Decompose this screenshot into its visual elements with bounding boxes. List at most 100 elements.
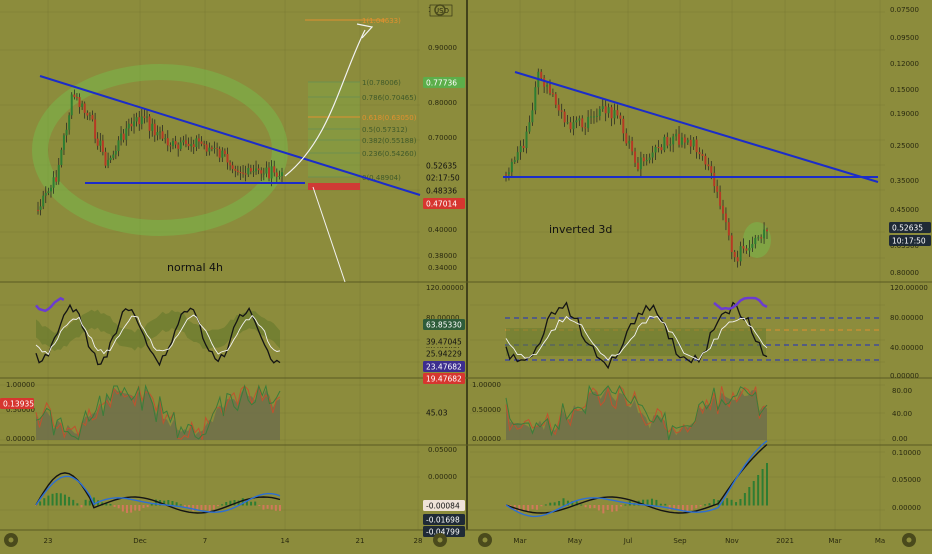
highlight-ellipse: [32, 64, 288, 236]
badge-stoch-b: 45.03: [426, 409, 448, 418]
macd-histogram-bar: [59, 493, 62, 506]
candle-body: [672, 136, 675, 145]
macd-histogram-bar: [245, 501, 248, 506]
descending-trendline-right[interactable]: [514, 71, 879, 183]
macd-histogram-bar: [167, 500, 170, 506]
macd-histogram-bar: [558, 500, 561, 506]
candle-body: [528, 122, 531, 132]
candle-body: [60, 149, 63, 165]
badge-macd-a-bg: [423, 500, 465, 511]
candle-body: [213, 147, 216, 149]
macd-histogram-bar: [584, 505, 587, 508]
candle-body: [91, 114, 94, 120]
candle-body: [689, 139, 692, 147]
stoch-k-line: [35, 384, 281, 440]
candle-body: [255, 168, 258, 172]
candle-body: [704, 155, 707, 165]
macd-histogram-bar: [655, 499, 658, 506]
candle-body: [566, 122, 569, 124]
right-price-tick: 0.19000: [890, 110, 919, 118]
macd-histogram-bar: [266, 505, 269, 509]
badge-countdown: 02:17:50: [426, 174, 460, 183]
right-axis-settings-icon[interactable]: [902, 533, 916, 547]
candle-body: [190, 144, 193, 147]
candle-body: [104, 151, 107, 166]
badge-right-countdown: 10:17:50: [892, 237, 926, 246]
candle-body: [622, 118, 625, 134]
candle-body: [179, 142, 182, 149]
right-stoch-left-tick: 1.00000: [472, 381, 501, 389]
right-stoch-left-tick: 0.00000: [472, 435, 501, 443]
left-annotation: normal 4h: [167, 261, 223, 274]
left-panel-gear-icon[interactable]: [434, 4, 446, 16]
descending-trendline[interactable]: [39, 75, 421, 196]
candle-body: [551, 93, 554, 95]
badge-support: 0.48336: [426, 187, 457, 196]
macd-histogram-bar: [761, 469, 764, 506]
candle-body: [619, 115, 622, 119]
candle-body: [675, 133, 678, 137]
left-settings-icon[interactable]: [4, 533, 18, 547]
macd-histogram-bar: [63, 494, 66, 506]
badge-right-price: 0.52635: [892, 224, 923, 233]
macd-histogram-bar: [47, 495, 50, 506]
candle-body: [710, 166, 713, 173]
macd-histogram-bar: [254, 501, 257, 506]
left-axis-settings-icon[interactable]: [433, 533, 447, 547]
badge-rsi-e: 19.47682: [426, 375, 462, 384]
candle-body: [161, 131, 164, 139]
candle-body: [101, 140, 104, 152]
right-main-pane: inverted 3d: [503, 68, 879, 268]
macd-histogram-bar: [549, 502, 552, 506]
macd-histogram-bar: [659, 503, 662, 506]
left-price-tick: 0.34000: [428, 264, 457, 272]
macd-histogram-bar: [113, 505, 116, 507]
candle-body: [727, 222, 730, 236]
left-time-tick: 14: [281, 537, 290, 545]
candle-body: [578, 118, 581, 121]
fib-label: 0.5(0.57312): [362, 126, 408, 134]
candle-body: [107, 159, 110, 166]
macd-histogram-bar: [188, 505, 191, 509]
candle-body: [592, 116, 595, 118]
candle-body: [42, 195, 45, 207]
projection-arrow-down: [312, 186, 346, 283]
candle-body: [265, 167, 268, 174]
macd-signal-line: [505, 440, 768, 518]
macd-histogram-bar: [695, 505, 698, 509]
left-candles: [37, 89, 283, 216]
macd-histogram-bar: [80, 505, 83, 508]
stoch-area: [506, 386, 767, 440]
macd-histogram-bar: [35, 505, 37, 506]
badge-rsi-d: 23.47682: [426, 363, 462, 372]
stop-zone-box: [308, 183, 360, 190]
candle-body: [548, 85, 551, 94]
right-macd-tick: 0.10000: [892, 449, 921, 457]
candle-body: [698, 152, 701, 155]
right-stoch-tick: 80.00: [892, 387, 912, 395]
grid-lines: [0, 0, 885, 530]
macd-histogram-bar: [589, 505, 592, 509]
macd-histogram-bar: [43, 498, 46, 506]
fib-label: 0(0.48904): [362, 174, 401, 182]
macd-histogram-bar: [183, 505, 186, 508]
stoch-d-line: [35, 384, 281, 441]
candle-body: [766, 229, 768, 232]
left-price-tick: 0.80000: [428, 99, 457, 107]
right-price-tick: 0.45000: [890, 206, 919, 214]
candle-body: [604, 106, 607, 114]
macd-histogram-bar: [677, 505, 680, 510]
candle-body: [62, 135, 65, 150]
candle-body: [590, 116, 593, 118]
candle-body: [159, 131, 161, 133]
candle-body: [645, 160, 648, 162]
right-rsi-tick: 120.00000: [890, 284, 928, 292]
candle-body: [754, 238, 757, 245]
candle-body: [247, 168, 250, 175]
right-settings-icon[interactable]: [478, 533, 492, 547]
candle-body: [557, 104, 560, 111]
macd-histogram-bar: [721, 500, 724, 506]
left-price-tick: 0.38000: [428, 252, 457, 260]
macd-histogram-bar: [279, 505, 281, 511]
candle-body: [610, 107, 613, 119]
